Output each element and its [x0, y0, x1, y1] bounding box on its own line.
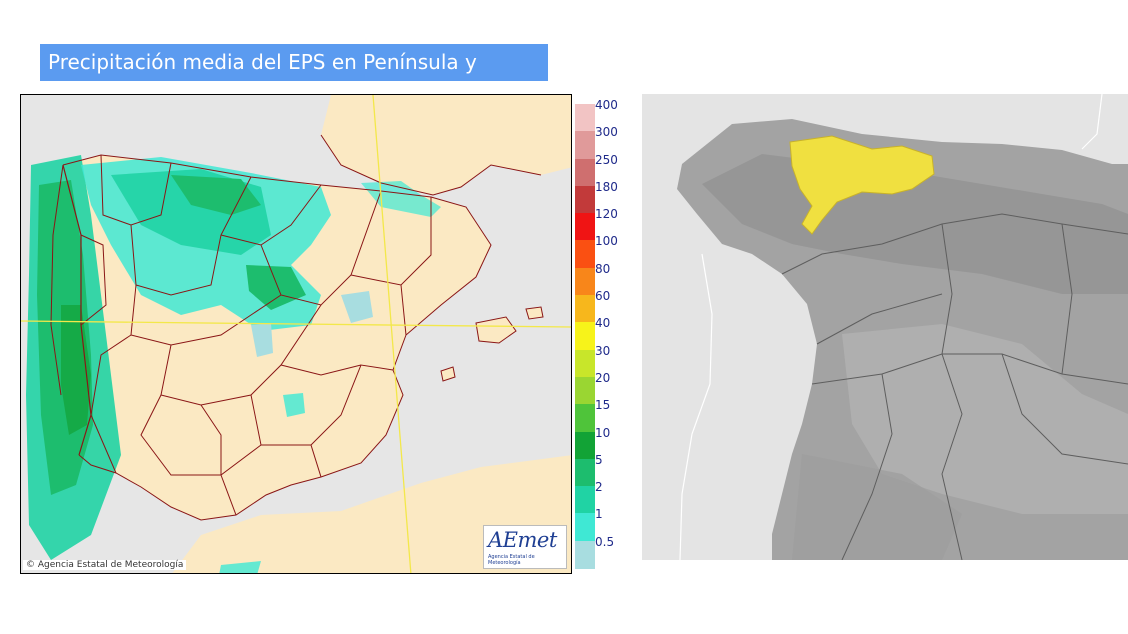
legend-swatch [575, 431, 595, 460]
legend-label: 15 [595, 398, 611, 413]
legend-swatch [575, 458, 595, 487]
precipitation-map: © Agencia Estatal de Meteorología AEmet … [20, 94, 572, 574]
aemet-logo-subtitle: Agencia Estatal de Meteorología [488, 554, 535, 566]
legend-label: 120 [595, 207, 618, 222]
legend-swatch [575, 185, 595, 214]
legend-label: 30 [595, 343, 611, 358]
legend-label: 300 [595, 125, 618, 140]
legend-label: 20 [595, 370, 611, 385]
precipitation-legend: 400 300 250 180 120 100 80 60 40 30 20 15 10 5 2 1 0.5 [575, 98, 619, 569]
relief-map-canvas [642, 94, 1128, 560]
map-title: Precipitación media del EPS en Península… [40, 44, 548, 111]
legend-swatch [575, 213, 595, 242]
legend-label: 5 [595, 452, 603, 467]
legend-label: 10 [595, 425, 611, 440]
legend-swatch [575, 349, 595, 378]
legend-label: 180 [595, 179, 618, 194]
legend-label: 0.5 [595, 534, 615, 549]
legend-label: 1 [595, 507, 603, 522]
legend-swatch [575, 376, 595, 405]
legend-label: 80 [595, 261, 611, 276]
legend-label: 2 [595, 480, 603, 495]
aemet-logo-text: AEmet [488, 528, 557, 552]
legend-swatch [575, 486, 595, 515]
legend-swatch [575, 267, 595, 296]
legend-swatch [575, 240, 595, 269]
precipitation-map-canvas [21, 95, 571, 573]
legend-label: 400 [595, 98, 618, 112]
aemet-logo: AEmet Agencia Estatal de Meteorología [483, 525, 567, 569]
legend-label: 40 [595, 316, 611, 331]
legend-label: 100 [595, 234, 618, 249]
copyright-text: © Agencia Estatal de Meteorología [23, 560, 187, 570]
legend-swatch [575, 295, 595, 324]
relief-map [642, 94, 1128, 560]
legend-swatch [575, 540, 595, 569]
legend-swatch [575, 131, 595, 160]
legend-label: 60 [595, 289, 611, 304]
legend-label: 250 [595, 152, 618, 167]
legend-swatch [575, 104, 595, 132]
legend-swatch [575, 404, 595, 433]
legend-swatch [575, 158, 595, 187]
legend-swatch [575, 322, 595, 351]
legend-swatch [575, 513, 595, 542]
